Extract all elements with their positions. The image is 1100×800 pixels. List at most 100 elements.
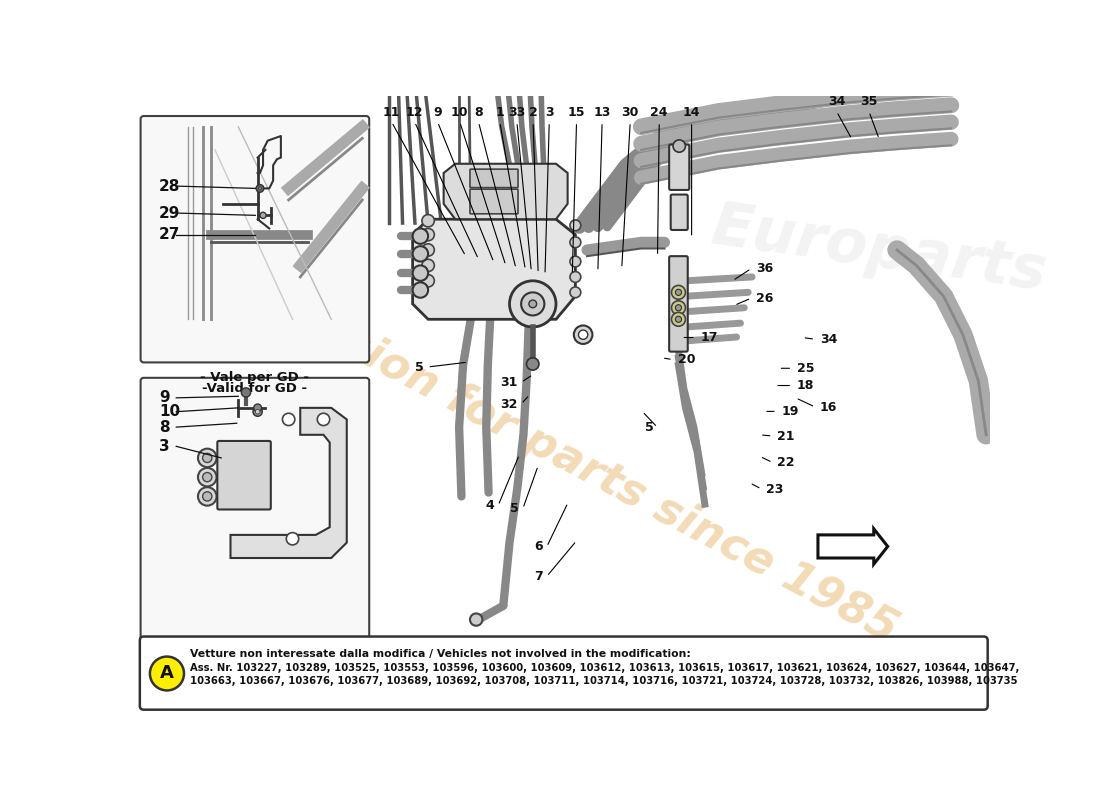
Text: Europarts: Europarts	[707, 198, 1050, 302]
Circle shape	[422, 259, 435, 271]
Text: 5: 5	[645, 421, 653, 434]
FancyBboxPatch shape	[140, 637, 988, 710]
Circle shape	[412, 246, 428, 262]
Circle shape	[675, 305, 682, 311]
Text: 8: 8	[474, 106, 483, 118]
Text: 9: 9	[433, 106, 442, 118]
FancyBboxPatch shape	[671, 194, 688, 230]
Polygon shape	[818, 529, 888, 564]
FancyBboxPatch shape	[669, 256, 688, 352]
Text: 27: 27	[160, 227, 180, 242]
Circle shape	[255, 410, 260, 414]
Text: 22: 22	[778, 456, 795, 469]
Circle shape	[202, 454, 212, 462]
Text: 9: 9	[160, 390, 169, 406]
Circle shape	[260, 212, 266, 218]
Circle shape	[150, 657, 184, 690]
Text: 10: 10	[451, 106, 469, 118]
Text: 10: 10	[160, 404, 180, 419]
Circle shape	[422, 229, 435, 241]
Circle shape	[671, 286, 685, 299]
Text: 16: 16	[820, 401, 837, 414]
Text: 24: 24	[650, 106, 668, 118]
Text: 30: 30	[621, 106, 639, 118]
Text: 12: 12	[406, 106, 424, 118]
Circle shape	[198, 487, 217, 506]
Text: 26: 26	[756, 291, 773, 305]
Circle shape	[283, 414, 295, 426]
Circle shape	[422, 274, 435, 287]
Text: 20: 20	[678, 353, 695, 366]
Text: Soluzione superata: Soluzione superata	[179, 656, 330, 670]
Text: 8: 8	[160, 419, 169, 434]
FancyBboxPatch shape	[470, 189, 518, 214]
Circle shape	[570, 256, 581, 267]
Text: 13: 13	[593, 106, 611, 118]
Text: 15: 15	[568, 106, 585, 118]
Text: 3: 3	[160, 439, 169, 454]
Polygon shape	[231, 408, 346, 558]
Text: 23: 23	[767, 482, 783, 495]
Circle shape	[258, 187, 262, 190]
Text: 1: 1	[495, 106, 504, 118]
Circle shape	[253, 407, 262, 416]
Text: Vetture non interessate dalla modifica / Vehicles not involved in the modificati: Vetture non interessate dalla modifica /…	[190, 649, 691, 659]
Text: 35: 35	[860, 95, 878, 108]
Circle shape	[412, 266, 428, 281]
Circle shape	[254, 404, 262, 412]
Circle shape	[527, 358, 539, 370]
Polygon shape	[443, 164, 568, 219]
Circle shape	[675, 316, 682, 322]
Circle shape	[509, 281, 556, 327]
Circle shape	[570, 220, 581, 230]
Text: 7: 7	[535, 570, 542, 583]
Text: - Vale per GD -: - Vale per GD -	[200, 371, 309, 384]
Text: 31: 31	[499, 376, 517, 389]
Circle shape	[671, 312, 685, 326]
Text: 3: 3	[544, 106, 553, 118]
Text: 34: 34	[820, 333, 837, 346]
Circle shape	[570, 237, 581, 248]
Text: -Valid for GD -: -Valid for GD -	[202, 382, 308, 395]
Text: 34: 34	[828, 95, 845, 108]
Circle shape	[521, 292, 544, 315]
Circle shape	[317, 414, 330, 426]
Text: 17: 17	[701, 331, 718, 344]
Text: Ass. Nr. 103227, 103289, 103525, 103553, 103596, 103600, 103609, 103612, 103613,: Ass. Nr. 103227, 103289, 103525, 103553,…	[190, 662, 1020, 673]
Circle shape	[286, 533, 299, 545]
Circle shape	[198, 468, 217, 486]
Text: 32: 32	[499, 398, 517, 410]
Circle shape	[579, 330, 587, 339]
Circle shape	[202, 492, 212, 501]
Text: 103663, 103667, 103676, 103677, 103689, 103692, 103708, 103711, 103714, 103716, : 103663, 103667, 103676, 103677, 103689, …	[190, 676, 1018, 686]
Text: 36: 36	[756, 262, 773, 275]
Polygon shape	[412, 219, 575, 319]
Circle shape	[470, 614, 483, 626]
Circle shape	[422, 244, 435, 256]
Text: Old solution: Old solution	[208, 668, 302, 682]
Text: 4: 4	[485, 499, 494, 512]
Circle shape	[241, 388, 251, 397]
Circle shape	[529, 300, 537, 308]
Circle shape	[671, 301, 685, 314]
FancyBboxPatch shape	[141, 378, 370, 650]
Text: 21: 21	[778, 430, 795, 442]
Circle shape	[202, 473, 212, 482]
Circle shape	[570, 271, 581, 282]
FancyBboxPatch shape	[141, 116, 370, 362]
FancyBboxPatch shape	[470, 169, 518, 188]
Text: 11: 11	[383, 106, 400, 118]
FancyBboxPatch shape	[218, 441, 271, 510]
Circle shape	[422, 214, 435, 227]
FancyBboxPatch shape	[669, 145, 690, 190]
Circle shape	[673, 140, 685, 152]
Circle shape	[198, 449, 217, 467]
Circle shape	[412, 229, 428, 244]
Circle shape	[574, 326, 593, 344]
Text: passion for parts since 1985: passion for parts since 1985	[256, 279, 905, 652]
Text: 5: 5	[510, 502, 519, 515]
Text: 28: 28	[160, 178, 180, 194]
Text: 6: 6	[535, 541, 542, 554]
Text: 29: 29	[160, 206, 180, 221]
Text: 2: 2	[529, 106, 538, 118]
